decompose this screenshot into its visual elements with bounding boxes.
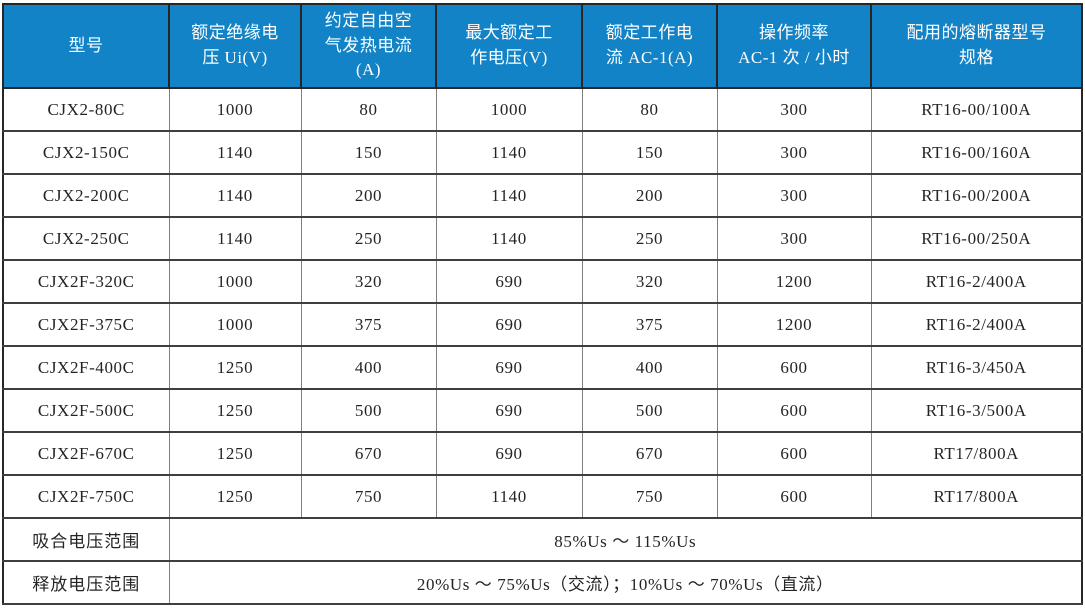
value-cell: 300 <box>716 173 872 218</box>
fuse-cell: RT17/800A <box>870 431 1083 476</box>
value-cell: 750 <box>581 474 718 519</box>
footer-row-pickup-voltage: 吸合电压范围 85%Us ～ 115%Us <box>2 517 1083 562</box>
value-cell: 1000 <box>168 87 302 132</box>
value-cell: 1000 <box>435 87 583 132</box>
footer-value-cell: 20%Us ～ 75%Us（交流）；10%Us ～ 70%Us（直流） <box>168 560 1083 605</box>
table-row: CJX2-150C 1140 150 1140 150 300 RT16-00/… <box>2 130 1083 175</box>
value-cell: 1140 <box>168 216 302 261</box>
footer-value-cell: 85%Us ～ 115%Us <box>168 517 1083 562</box>
table-row: CJX2F-670C 1250 670 690 670 600 RT17/800… <box>2 431 1083 476</box>
value-cell: 500 <box>581 388 718 433</box>
footer-label-cell: 吸合电压范围 <box>2 517 170 562</box>
value-cell: 200 <box>300 173 437 218</box>
model-cell: CJX2F-750C <box>2 474 170 519</box>
fuse-cell: RT17/800A <box>870 474 1083 519</box>
table-row: CJX2F-320C 1000 320 690 320 1200 RT16-2/… <box>2 259 1083 304</box>
value-cell: 80 <box>300 87 437 132</box>
value-cell: 1250 <box>168 431 302 476</box>
value-cell: 375 <box>300 302 437 347</box>
value-cell: 690 <box>435 431 583 476</box>
value-cell: 400 <box>581 345 718 390</box>
value-cell: 300 <box>716 130 872 175</box>
value-cell: 200 <box>581 173 718 218</box>
value-cell: 320 <box>581 259 718 304</box>
column-header-operating-frequency: 操作频率 AC-1 次 / 小时 <box>716 3 872 89</box>
table-row: CJX2F-375C 1000 375 690 375 1200 RT16-2/… <box>2 302 1083 347</box>
table-row: CJX2F-750C 1250 750 1140 750 600 RT17/80… <box>2 474 1083 519</box>
value-cell: 690 <box>435 259 583 304</box>
value-cell: 690 <box>435 302 583 347</box>
fuse-cell: RT16-00/250A <box>870 216 1083 261</box>
value-cell: 1140 <box>435 173 583 218</box>
fuse-cell: RT16-00/200A <box>870 173 1083 218</box>
value-cell: 670 <box>300 431 437 476</box>
footer-row-release-voltage: 释放电压范围 20%Us ～ 75%Us（交流）；10%Us ～ 70%Us（直… <box>2 560 1083 605</box>
column-header-working-current: 额定工作电 流 AC-1(A) <box>581 3 718 89</box>
value-cell: 690 <box>435 388 583 433</box>
fuse-cell: RT16-00/100A <box>870 87 1083 132</box>
value-cell: 600 <box>716 345 872 390</box>
fuse-cell: RT16-3/450A <box>870 345 1083 390</box>
model-cell: CJX2-200C <box>2 173 170 218</box>
value-cell: 1140 <box>435 474 583 519</box>
table-row: CJX2F-500C 1250 500 690 500 600 RT16-3/5… <box>2 388 1083 433</box>
model-cell: CJX2-80C <box>2 87 170 132</box>
value-cell: 600 <box>716 474 872 519</box>
fuse-cell: RT16-2/400A <box>870 302 1083 347</box>
value-cell: 300 <box>716 87 872 132</box>
value-cell: 150 <box>581 130 718 175</box>
value-cell: 1200 <box>716 259 872 304</box>
table-row: CJX2-250C 1140 250 1140 250 300 RT16-00/… <box>2 216 1083 261</box>
value-cell: 750 <box>300 474 437 519</box>
value-cell: 1000 <box>168 302 302 347</box>
model-cell: CJX2F-320C <box>2 259 170 304</box>
value-cell: 1250 <box>168 345 302 390</box>
column-header-model: 型号 <box>2 3 170 89</box>
table-row: CJX2-200C 1140 200 1140 200 300 RT16-00/… <box>2 173 1083 218</box>
value-cell: 1140 <box>435 130 583 175</box>
footer-label-cell: 释放电压范围 <box>2 560 170 605</box>
value-cell: 80 <box>581 87 718 132</box>
column-header-thermal-current: 约定自由空 气发热电流 (A) <box>300 3 437 89</box>
model-cell: CJX2-250C <box>2 216 170 261</box>
value-cell: 400 <box>300 345 437 390</box>
value-cell: 375 <box>581 302 718 347</box>
table-row: CJX2F-400C 1250 400 690 400 600 RT16-3/4… <box>2 345 1083 390</box>
model-cell: CJX2F-670C <box>2 431 170 476</box>
value-cell: 1250 <box>168 474 302 519</box>
value-cell: 250 <box>581 216 718 261</box>
model-cell: CJX2F-500C <box>2 388 170 433</box>
model-cell: CJX2-150C <box>2 130 170 175</box>
model-cell: CJX2F-400C <box>2 345 170 390</box>
column-header-insulation-voltage: 额定绝缘电 压 Ui(V) <box>168 3 302 89</box>
value-cell: 1200 <box>716 302 872 347</box>
header-row: 型号 额定绝缘电 压 Ui(V) 约定自由空 气发热电流 (A) 最大额定工 作… <box>2 3 1083 89</box>
value-cell: 300 <box>716 216 872 261</box>
value-cell: 1140 <box>435 216 583 261</box>
value-cell: 320 <box>300 259 437 304</box>
value-cell: 150 <box>300 130 437 175</box>
value-cell: 1250 <box>168 388 302 433</box>
column-header-max-working-voltage: 最大额定工 作电压(V) <box>435 3 583 89</box>
value-cell: 690 <box>435 345 583 390</box>
value-cell: 500 <box>300 388 437 433</box>
value-cell: 600 <box>716 388 872 433</box>
fuse-cell: RT16-00/160A <box>870 130 1083 175</box>
table-row: CJX2-80C 1000 80 1000 80 300 RT16-00/100… <box>2 87 1083 132</box>
value-cell: 250 <box>300 216 437 261</box>
fuse-cell: RT16-3/500A <box>870 388 1083 433</box>
value-cell: 600 <box>716 431 872 476</box>
fuse-cell: RT16-2/400A <box>870 259 1083 304</box>
column-header-fuse-spec: 配用的熔断器型号 规格 <box>870 3 1083 89</box>
value-cell: 1140 <box>168 173 302 218</box>
model-cell: CJX2F-375C <box>2 302 170 347</box>
value-cell: 670 <box>581 431 718 476</box>
contactor-spec-table: 型号 额定绝缘电 压 Ui(V) 约定自由空 气发热电流 (A) 最大额定工 作… <box>2 3 1083 605</box>
value-cell: 1000 <box>168 259 302 304</box>
value-cell: 1140 <box>168 130 302 175</box>
